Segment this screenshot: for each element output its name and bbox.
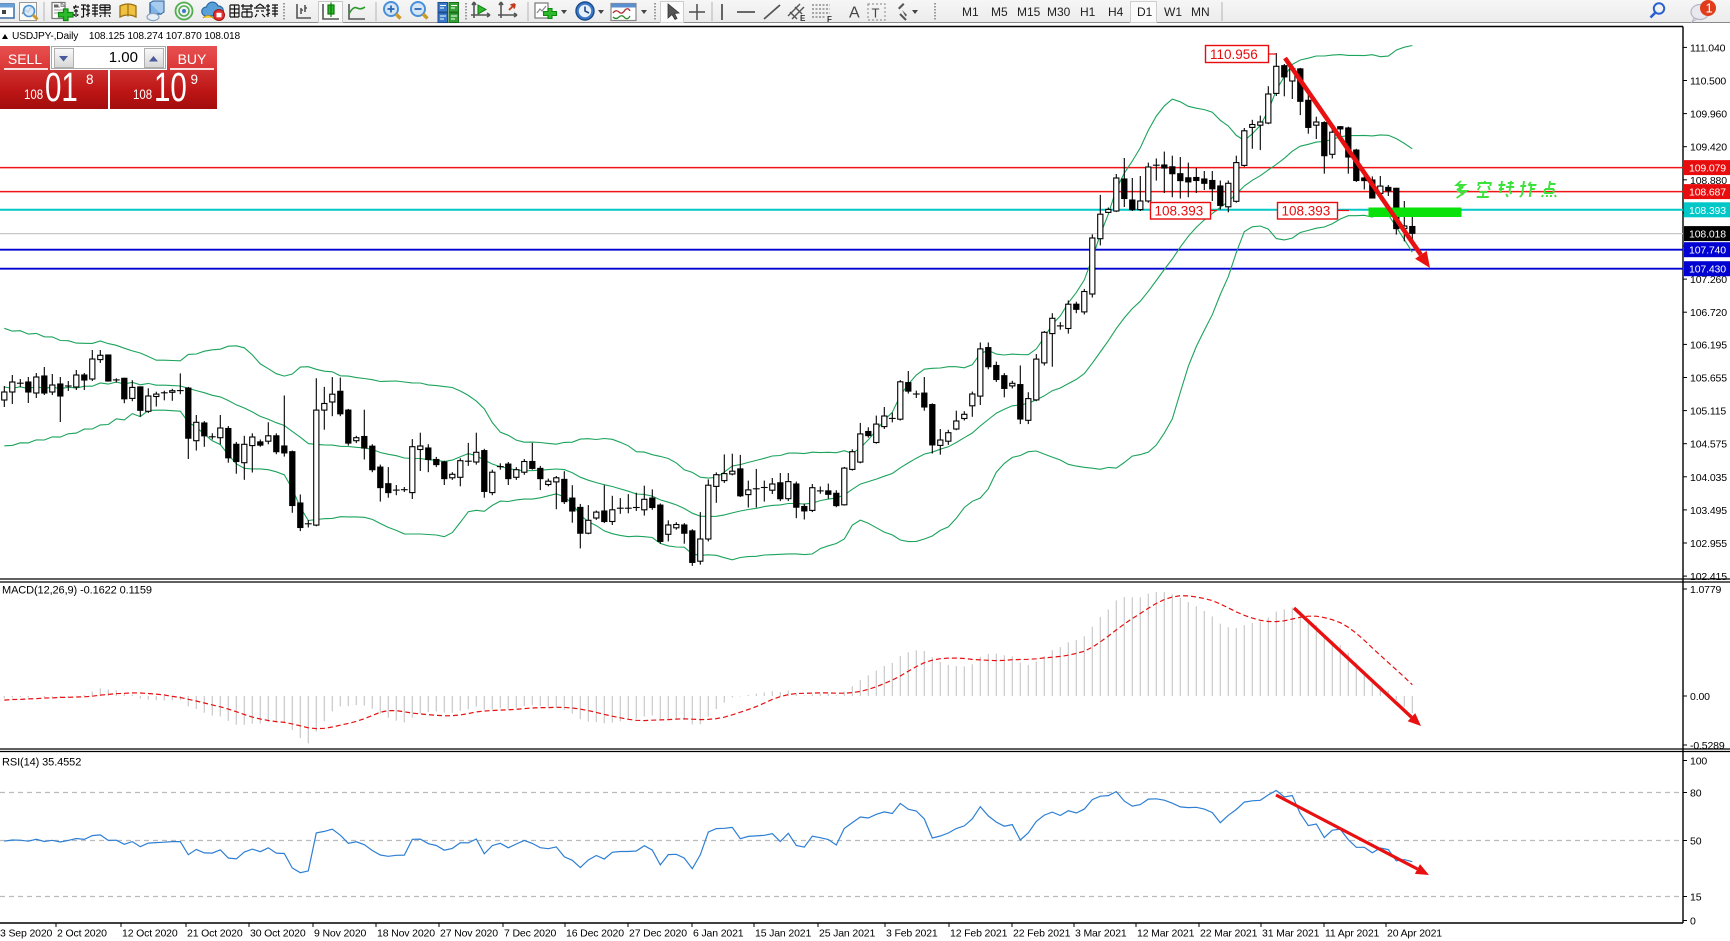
- svg-text:9 Nov 2020: 9 Nov 2020: [314, 928, 367, 940]
- svg-text:30 Oct 2020: 30 Oct 2020: [250, 928, 306, 940]
- svg-text:27 Nov 2020: 27 Nov 2020: [440, 928, 498, 940]
- svg-text:RSI(14) 35.4552: RSI(14) 35.4552: [2, 757, 81, 769]
- svg-text:106.195: 106.195: [1690, 339, 1727, 351]
- svg-text:H4: H4: [1108, 5, 1124, 19]
- svg-text:3 Mar 2021: 3 Mar 2021: [1075, 928, 1127, 940]
- svg-text:109.960: 109.960: [1690, 109, 1727, 121]
- svg-text:108.687: 108.687: [1689, 187, 1726, 199]
- svg-text:18 Nov 2020: 18 Nov 2020: [377, 928, 435, 940]
- svg-text:1: 1: [1706, 1, 1713, 16]
- svg-text:104.575: 104.575: [1690, 439, 1727, 451]
- svg-text:110.500: 110.500: [1690, 76, 1726, 88]
- svg-text:21 Oct 2020: 21 Oct 2020: [187, 928, 243, 940]
- svg-text:102.955: 102.955: [1690, 538, 1727, 550]
- svg-text:0.00: 0.00: [1690, 691, 1710, 703]
- svg-text:12 Oct 2020: 12 Oct 2020: [122, 928, 178, 940]
- svg-text:-0.5289: -0.5289: [1690, 740, 1725, 752]
- svg-text:T: T: [872, 6, 880, 21]
- svg-text:F: F: [827, 15, 832, 24]
- svg-text:22 Feb 2021: 22 Feb 2021: [1013, 928, 1071, 940]
- svg-text:M5: M5: [991, 5, 1008, 19]
- svg-text:M1: M1: [962, 5, 979, 19]
- svg-text:107.260: 107.260: [1690, 274, 1727, 286]
- svg-text:108.018: 108.018: [1689, 229, 1726, 241]
- svg-text:111.040: 111.040: [1690, 42, 1726, 54]
- svg-text:MACD(12,26,9) -0.1622 0.1159: MACD(12,26,9) -0.1622 0.1159: [2, 585, 152, 597]
- svg-text:107.430: 107.430: [1689, 264, 1726, 276]
- svg-text:108.393: 108.393: [1689, 205, 1726, 217]
- svg-text:6 Jan 2021: 6 Jan 2021: [693, 928, 744, 940]
- svg-text:25 Jan 2021: 25 Jan 2021: [819, 928, 875, 940]
- svg-text:7 Dec 2020: 7 Dec 2020: [504, 928, 557, 940]
- svg-text:3 Sep 2020: 3 Sep 2020: [0, 928, 53, 940]
- svg-text:106.720: 106.720: [1690, 307, 1727, 319]
- svg-text:M15: M15: [1017, 5, 1041, 19]
- svg-text:105.115: 105.115: [1690, 406, 1726, 418]
- svg-text:109.420: 109.420: [1690, 142, 1727, 154]
- svg-text:22 Mar 2021: 22 Mar 2021: [1200, 928, 1258, 940]
- svg-text:15: 15: [1690, 892, 1702, 904]
- svg-text:12 Feb 2021: 12 Feb 2021: [950, 928, 1008, 940]
- svg-text:A: A: [849, 5, 860, 22]
- svg-text:108.393: 108.393: [1155, 204, 1204, 219]
- svg-text:W1: W1: [1164, 5, 1182, 19]
- svg-text:H1: H1: [1080, 5, 1096, 19]
- svg-text:2 Oct 2020: 2 Oct 2020: [57, 928, 107, 940]
- svg-text:11 Apr 2021: 11 Apr 2021: [1325, 928, 1380, 940]
- svg-text:1.0779: 1.0779: [1690, 584, 1722, 596]
- svg-text:27 Dec 2020: 27 Dec 2020: [629, 928, 687, 940]
- svg-text:16 Dec 2020: 16 Dec 2020: [566, 928, 624, 940]
- svg-text:110.956: 110.956: [1210, 47, 1258, 62]
- svg-text:109.079: 109.079: [1689, 163, 1726, 175]
- svg-text:MN: MN: [1191, 5, 1210, 19]
- svg-text:E: E: [800, 14, 806, 23]
- svg-text:107.740: 107.740: [1689, 245, 1726, 257]
- svg-text:50: 50: [1690, 836, 1702, 848]
- svg-text:M30: M30: [1047, 5, 1071, 19]
- svg-text:105.655: 105.655: [1690, 373, 1727, 385]
- svg-text:20 Apr 2021: 20 Apr 2021: [1387, 928, 1442, 940]
- svg-text:103.495: 103.495: [1690, 505, 1727, 517]
- svg-text:102.415: 102.415: [1690, 571, 1727, 583]
- svg-text:0: 0: [1690, 916, 1696, 928]
- svg-text:12 Mar 2021: 12 Mar 2021: [1137, 928, 1195, 940]
- svg-text:D1: D1: [1137, 5, 1153, 19]
- svg-text:108.393: 108.393: [1282, 204, 1331, 219]
- svg-text:80: 80: [1690, 788, 1702, 800]
- svg-text:3 Feb 2021: 3 Feb 2021: [886, 928, 938, 940]
- svg-text:100: 100: [1690, 756, 1707, 768]
- svg-text:104.035: 104.035: [1690, 472, 1727, 484]
- svg-text:108.880: 108.880: [1690, 175, 1727, 187]
- svg-text:31 Mar 2021: 31 Mar 2021: [1262, 928, 1320, 940]
- svg-text:15 Jan 2021: 15 Jan 2021: [755, 928, 811, 940]
